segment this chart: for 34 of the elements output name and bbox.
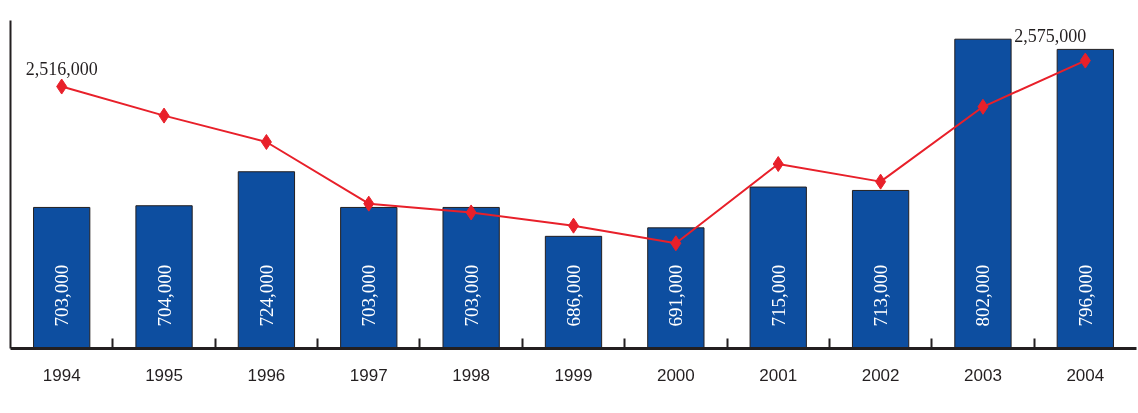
- point: [465, 204, 477, 221]
- data-label: 715,000: [767, 264, 789, 327]
- point: [363, 195, 375, 212]
- x-tick-label: 1994: [42, 365, 81, 385]
- point: [875, 173, 887, 190]
- point: [977, 98, 989, 115]
- x-tick-label: 2002: [861, 365, 900, 385]
- x-tick-label: 2001: [759, 365, 798, 385]
- x-tick-label: 1999: [554, 365, 593, 385]
- x-tick-label: 2000: [656, 365, 695, 385]
- data-label: 2,516,000: [25, 58, 98, 79]
- point: [260, 134, 272, 151]
- data-label: 796,000: [1074, 264, 1096, 327]
- point: [772, 156, 784, 173]
- x-tick-label: 1998: [452, 365, 491, 385]
- x-tick-label: 1997: [349, 365, 388, 385]
- data-label: 2,575,000: [1014, 25, 1087, 46]
- data-label: 686,000: [563, 264, 584, 327]
- data-label: 703,000: [460, 264, 482, 327]
- x-tick-label: 1996: [247, 365, 286, 385]
- data-label: 703,000: [51, 264, 73, 327]
- point: [670, 235, 682, 252]
- data-label: 691,000: [665, 264, 687, 327]
- data-label: 704,000: [153, 264, 175, 327]
- x-tick-label: 2004: [1066, 365, 1105, 385]
- data-label: 802,000: [972, 264, 994, 327]
- data-label: 703,000: [358, 264, 380, 327]
- point: [1079, 52, 1091, 69]
- x-tick-label: 2003: [964, 365, 1002, 385]
- point: [158, 107, 170, 124]
- point: [56, 78, 68, 95]
- data-label: 724,000: [255, 264, 277, 327]
- data-label: 713,000: [870, 264, 892, 327]
- x-tick-label: 1995: [145, 365, 183, 385]
